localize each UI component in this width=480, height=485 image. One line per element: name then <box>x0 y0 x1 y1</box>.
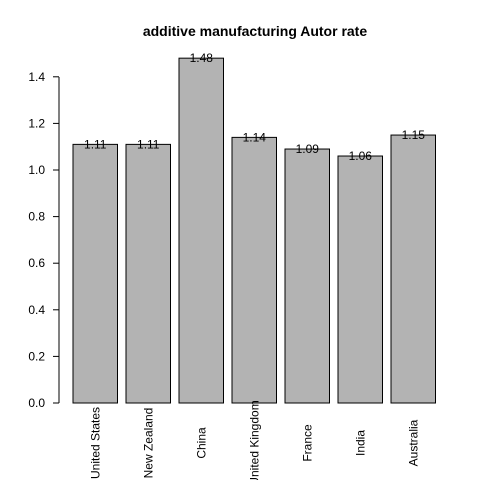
y-tick-label: 0.6 <box>28 256 45 270</box>
bar-value-label: 1.48 <box>190 51 214 65</box>
y-tick-label: 1.4 <box>28 70 45 84</box>
x-category-label: New Zealand <box>141 408 155 479</box>
bar-value-label: 1.15 <box>402 128 426 142</box>
bar <box>337 155 383 404</box>
x-category-label: France <box>300 424 314 462</box>
y-tick-label: 1.2 <box>28 116 45 130</box>
x-category-label: United Kingdom <box>247 400 261 480</box>
chart-title: additive manufacturing Autor rate <box>143 23 368 39</box>
bar-value-label: 1.11 <box>84 137 107 151</box>
bar-value-label: 1.06 <box>349 149 373 163</box>
bar <box>178 57 224 404</box>
bar <box>231 136 277 404</box>
x-category-label: Australia <box>406 419 420 466</box>
bar <box>284 148 330 404</box>
bars-group <box>72 57 436 404</box>
bar <box>72 143 118 404</box>
category-labels-group: United States New Zealand China United King… <box>88 400 420 485</box>
bar-value-label: 1.09 <box>296 142 320 156</box>
bar <box>125 143 171 404</box>
bar <box>390 134 436 404</box>
y-tick-label: 1.0 <box>28 163 45 177</box>
y-tick-label: 0.0 <box>28 396 45 410</box>
y-tick-label: 0.2 <box>28 349 45 363</box>
y-tick-label: 0.4 <box>28 303 45 317</box>
data-labels-group: 1.11 1.11 1.48 1.14 1.09 1.06 1.15 <box>84 51 425 163</box>
y-axis-ticks: 0.0 0.2 0.4 0.6 0.8 1.0 1.2 1.4 <box>28 70 59 410</box>
x-category-label: China <box>194 427 208 459</box>
bar-value-label: 1.11 <box>137 137 160 151</box>
bar-value-label: 1.14 <box>243 130 267 144</box>
x-category-label: United States <box>88 407 102 479</box>
x-category-label: India <box>353 430 367 456</box>
y-tick-label: 0.8 <box>28 210 45 224</box>
